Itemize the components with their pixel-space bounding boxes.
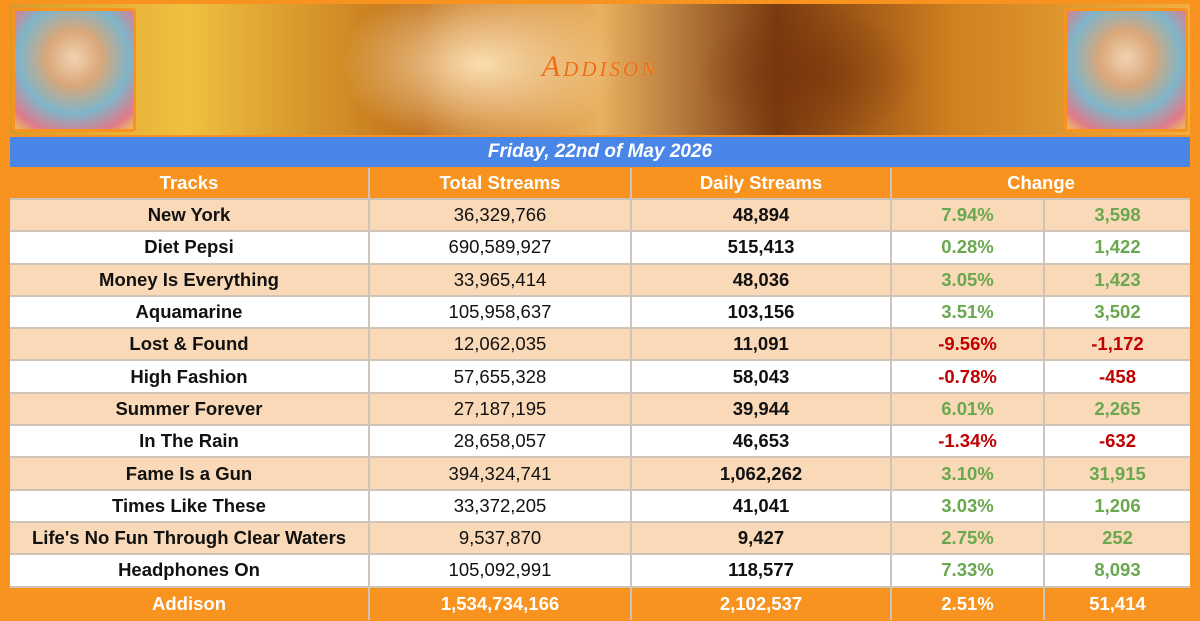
logo: Addison (541, 50, 659, 83)
daily-streams: 58,043 (632, 361, 890, 392)
change-absolute: 1,423 (1045, 264, 1190, 295)
track-name: Headphones On (10, 555, 368, 586)
change-absolute: 8,093 (1045, 555, 1190, 586)
daily-streams: 11,091 (632, 329, 890, 360)
change-percent: 6.01% (892, 393, 1043, 425)
total-streams: 57,655,328 (370, 361, 630, 392)
footer-cell: 1,534,734,166 (370, 587, 630, 620)
header-cell: Change (892, 168, 1190, 198)
header-cell: Total Streams (370, 168, 630, 198)
change-absolute: 2,265 (1045, 393, 1190, 425)
track-name: Times Like These (10, 490, 368, 521)
daily-streams: 48,894 (632, 200, 890, 231)
change-percent: 2.75% (892, 522, 1043, 554)
track-name: Summer Forever (10, 393, 368, 425)
total-streams: 33,372,205 (370, 490, 630, 521)
change-percent: 7.33% (892, 555, 1043, 586)
total-streams: 105,092,991 (370, 555, 630, 586)
track-name: Lost & Found (10, 329, 368, 360)
track-name: High Fashion (10, 361, 368, 392)
change-absolute: -632 (1045, 426, 1190, 457)
daily-streams: 39,944 (632, 393, 890, 425)
change-absolute: 1,422 (1045, 232, 1190, 263)
change-absolute: 31,915 (1045, 458, 1190, 489)
change-absolute: 3,502 (1045, 296, 1190, 328)
album-cover (1064, 8, 1188, 132)
change-percent: -1.34% (892, 426, 1043, 457)
change-absolute: 252 (1045, 522, 1190, 554)
footer-cell: Addison (10, 587, 368, 620)
banner: Addison (10, 4, 1190, 135)
total-streams: 690,589,927 (370, 232, 630, 263)
daily-streams: 103,156 (632, 296, 890, 328)
total-streams: 28,658,057 (370, 426, 630, 457)
daily-streams: 515,413 (632, 232, 890, 263)
change-percent: 3.03% (892, 490, 1043, 521)
change-percent: -9.56% (892, 329, 1043, 360)
total-streams: 33,965,414 (370, 264, 630, 295)
total-streams: 27,187,195 (370, 393, 630, 425)
change-percent: 0.28% (892, 232, 1043, 263)
track-name: In The Rain (10, 426, 368, 457)
change-absolute: 3,598 (1045, 200, 1190, 231)
change-percent: 3.51% (892, 296, 1043, 328)
change-absolute: -1,172 (1045, 329, 1190, 360)
daily-streams: 41,041 (632, 490, 890, 521)
track-name: Aquamarine (10, 296, 368, 328)
footer-cell: 2,102,537 (632, 587, 890, 620)
track-name: Life's No Fun Through Clear Waters (10, 522, 368, 554)
date-bar: Friday, 22nd of May 2026 (10, 137, 1190, 167)
streams-table: Tracks Total Streams Daily Streams Change Ne… (10, 168, 1190, 620)
track-name: Diet Pepsi (10, 232, 368, 263)
total-streams: 12,062,035 (370, 329, 630, 360)
total-streams: 394,324,741 (370, 458, 630, 489)
footer-cell: 51,414 (1045, 587, 1190, 620)
footer-cell: 2.51% (892, 587, 1043, 620)
change-percent: 3.10% (892, 458, 1043, 489)
daily-streams: 46,653 (632, 426, 890, 457)
daily-streams: 48,036 (632, 264, 890, 295)
total-streams: 36,329,766 (370, 200, 630, 231)
change-absolute: -458 (1045, 361, 1190, 392)
album-cover (12, 8, 136, 132)
track-name: Money Is Everything (10, 264, 368, 295)
total-streams: 105,958,637 (370, 296, 630, 328)
daily-streams: 9,427 (632, 522, 890, 554)
total-streams: 9,537,870 (370, 522, 630, 554)
change-absolute: 1,206 (1045, 490, 1190, 521)
daily-streams: 118,577 (632, 555, 890, 586)
header-cell: Daily Streams (632, 168, 890, 198)
change-percent: -0.78% (892, 361, 1043, 392)
change-percent: 3.05% (892, 264, 1043, 295)
change-percent: 7.94% (892, 200, 1043, 231)
daily-streams: 1,062,262 (632, 458, 890, 489)
header-cell: Tracks (10, 168, 368, 198)
track-name: Fame Is a Gun (10, 458, 368, 489)
track-name: New York (10, 200, 368, 231)
